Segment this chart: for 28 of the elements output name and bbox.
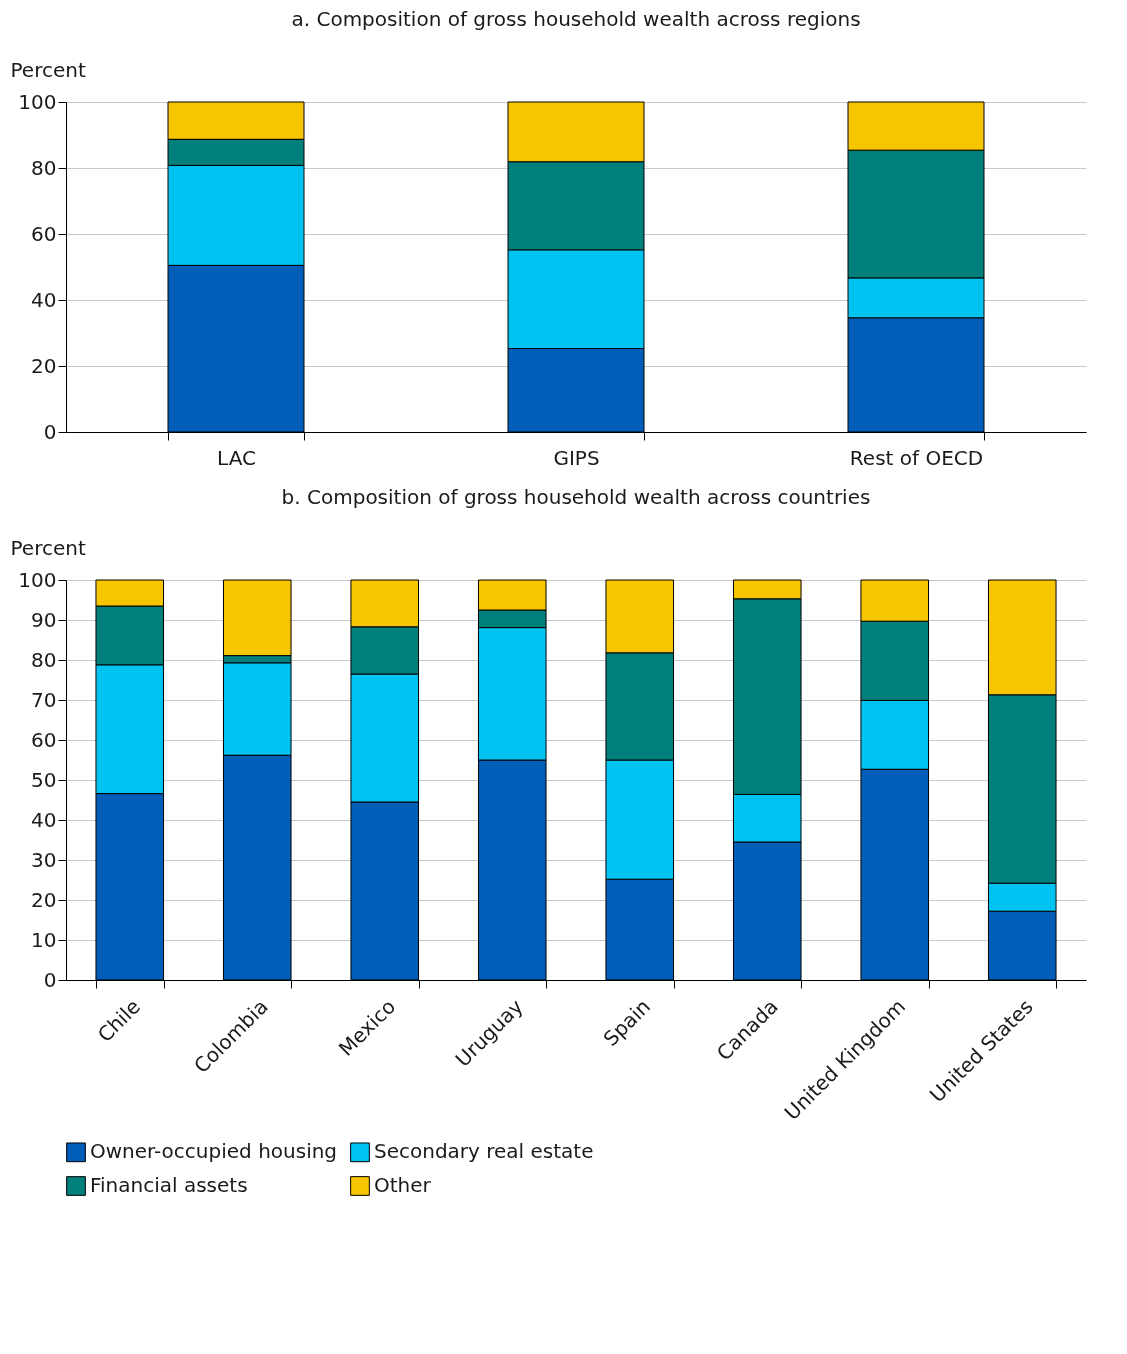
legend-label: Financial assets [90, 1173, 248, 1197]
y-tick-label: 60 [31, 727, 57, 752]
chart-title: b. Composition of gross household wealth across countries [281, 485, 871, 509]
y-tick-label: 20 [31, 887, 57, 912]
legend-label: Other [374, 1173, 432, 1197]
y-axis-title: Percent [10, 535, 86, 560]
y-tick-label: 30 [31, 847, 57, 872]
chart-title: a. Composition of gross household wealth across regions [291, 7, 861, 31]
y-tick-label: 70 [31, 687, 57, 712]
y-tick-label: 90 [31, 607, 57, 632]
y-tick-label: 0 [43, 967, 57, 992]
y-tick-label: 100 [18, 89, 57, 114]
y-tick-label: 40 [31, 807, 57, 832]
y-tick-label: 0 [43, 419, 57, 444]
y-tick-label: 20 [31, 353, 57, 378]
y-axis-title: Percent [10, 57, 86, 82]
y-tick-label: 40 [31, 287, 57, 312]
legend-label: Owner-occupied housing [90, 1139, 338, 1164]
y-tick-label: 60 [31, 221, 57, 246]
legend-label: Secondary real estate [374, 1139, 594, 1164]
x-tick-label: GIPS [553, 445, 600, 470]
y-tick-label: 80 [31, 647, 57, 672]
y-tick-label: 100 [18, 567, 57, 592]
x-tick-label: Rest of OECD [849, 445, 984, 470]
y-tick-label: 80 [31, 155, 57, 180]
x-tick-label: LAC [217, 445, 256, 470]
y-tick-label: 50 [31, 767, 57, 792]
y-tick-label: 10 [31, 927, 57, 952]
